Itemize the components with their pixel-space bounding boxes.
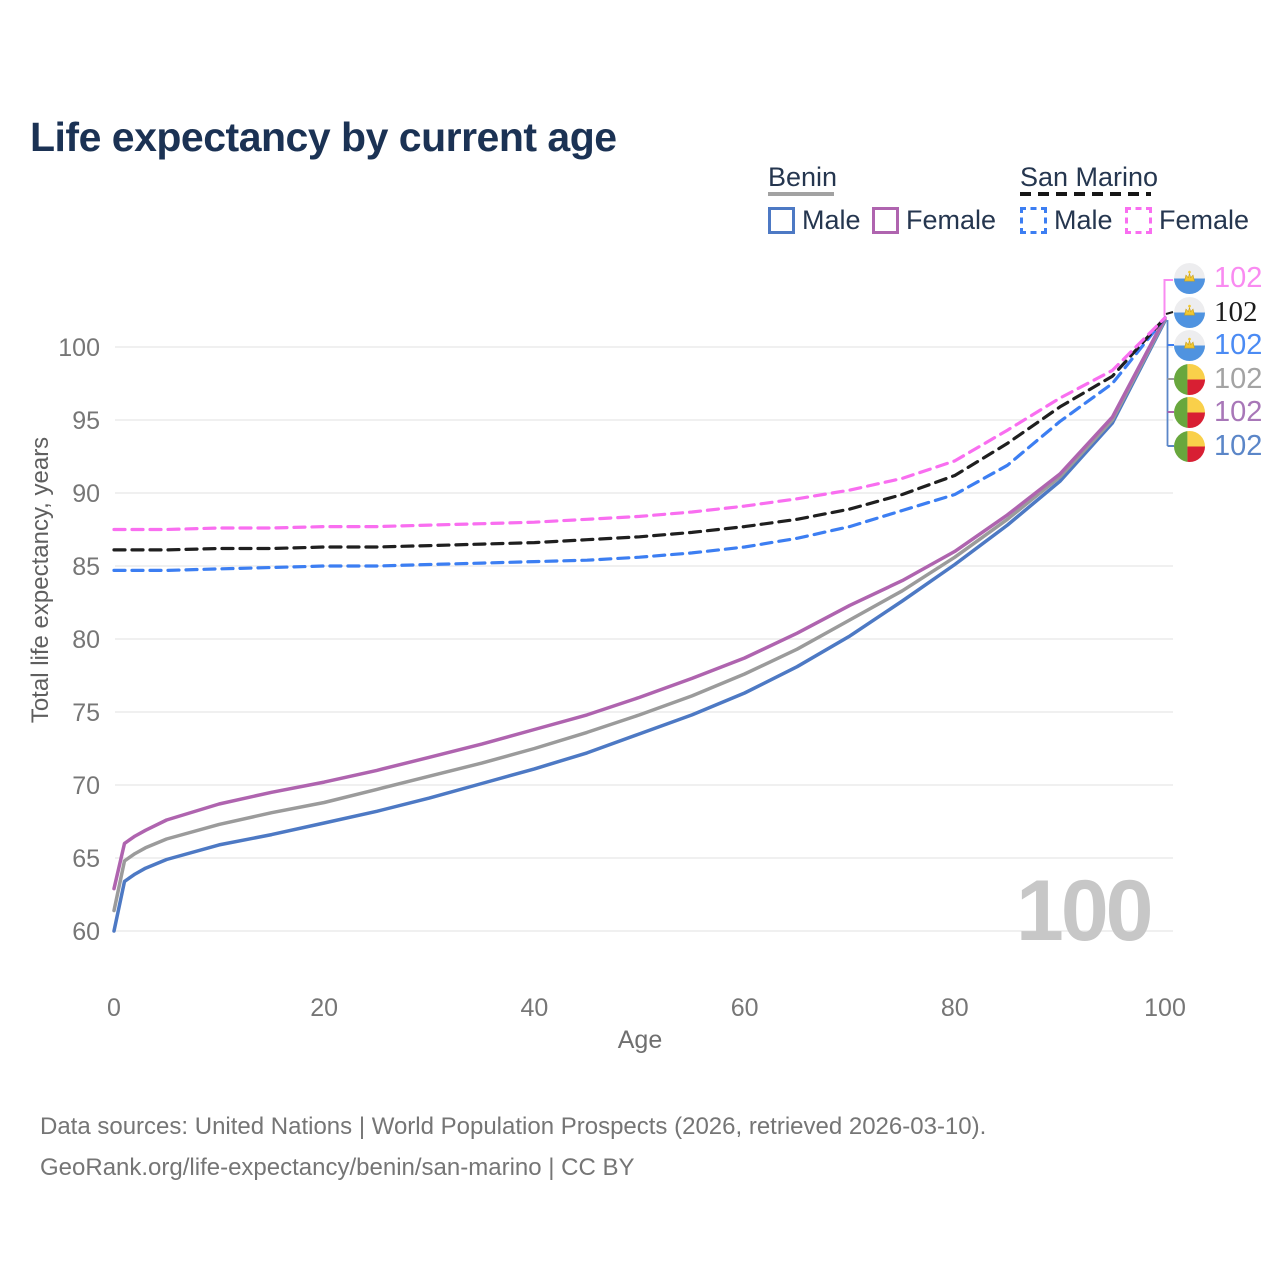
end-value: 102 [1214, 362, 1263, 395]
y-tick-label: 60 [72, 918, 100, 946]
x-tick-label: 40 [520, 994, 548, 1022]
series-line-benin-total[interactable] [112, 317, 1167, 913]
end-value: 102 [1214, 295, 1258, 328]
san-marino-flag-icon [1174, 329, 1205, 361]
end-label-san-marino-total: 102 [1174, 296, 1258, 328]
y-tick-label: 75 [72, 699, 100, 727]
page-title: Life expectancy by current age [30, 114, 617, 161]
benin-flag-icon [1174, 430, 1205, 462]
attribution-line: GeoRank.org/life-expectancy/benin/san-ma… [40, 1154, 635, 1181]
leader-line [1163, 279, 1173, 316]
legend-item-label: Female [906, 204, 997, 235]
leader-line [1165, 311, 1174, 315]
x-axis-title: Age [618, 1026, 662, 1054]
san-marino-flag-icon [1174, 262, 1205, 294]
end-label-benin-male: 102 [1174, 430, 1262, 462]
legend-item-label: Male [802, 204, 861, 235]
series-line-benin-female[interactable] [112, 316, 1167, 891]
end-value: 102 [1214, 261, 1263, 294]
legend-item-benin-female[interactable]: Female [872, 204, 996, 236]
data-source-line: Data sources: United Nations | World Pop… [40, 1113, 987, 1140]
hover-age-watermark: 100 [1016, 863, 1153, 959]
benin-female-swatch-icon [872, 206, 899, 234]
end-value: 102 [1214, 328, 1263, 361]
benin-male-swatch-icon [768, 206, 795, 234]
end-label-san-marino-male: 102 [1174, 329, 1262, 361]
y-tick-label: 80 [72, 626, 100, 654]
x-tick-label: 0 [107, 994, 121, 1022]
legend-group-benin[interactable]: Benin [768, 162, 838, 192]
series-line-san-marino-female[interactable] [112, 316, 1167, 532]
end-label-san-marino-female: 102 [1174, 262, 1262, 294]
legend-item-label: Female [1159, 204, 1250, 235]
san-marino-flag-icon [1174, 296, 1205, 328]
x-tick-label: 60 [731, 994, 759, 1022]
san-marino-female-swatch-icon [1125, 206, 1152, 234]
legend-item-san-marino-male[interactable]: Male [1020, 204, 1113, 236]
benin-flag-icon [1174, 363, 1205, 395]
y-tick-label: 90 [72, 480, 100, 508]
y-tick-label: 85 [72, 553, 100, 581]
legend-item-label: Male [1054, 204, 1113, 235]
y-axis-title: Total life expectancy, years [27, 437, 54, 723]
end-value: 102 [1214, 429, 1263, 462]
series-line-san-marino-male[interactable] [112, 316, 1167, 573]
y-tick-label: 70 [72, 772, 100, 800]
legend-item-benin-male[interactable]: Male [768, 204, 861, 236]
x-tick-label: 20 [310, 994, 338, 1022]
end-label-benin-female: 102 [1174, 396, 1262, 428]
legend-item-san-marino-female[interactable]: Female [1125, 204, 1249, 236]
series-line-benin-male[interactable] [112, 318, 1167, 933]
legend-group-san-marino[interactable]: San Marino [1020, 162, 1159, 192]
y-tick-label: 65 [72, 845, 100, 873]
data-source-note: Data sources: United Nations | World Pop… [40, 1106, 986, 1188]
end-label-benin-total: 102 [1174, 363, 1262, 395]
legend-underline-benin [768, 192, 834, 196]
y-tick-label: 95 [72, 407, 100, 435]
x-tick-label: 80 [941, 994, 969, 1022]
end-value: 102 [1214, 395, 1263, 428]
y-tick-label: 100 [58, 334, 100, 362]
x-tick-label: 100 [1144, 994, 1186, 1022]
legend-underline-san-marino [1020, 192, 1151, 196]
benin-flag-icon [1174, 396, 1205, 428]
san-marino-male-swatch-icon [1020, 206, 1047, 234]
